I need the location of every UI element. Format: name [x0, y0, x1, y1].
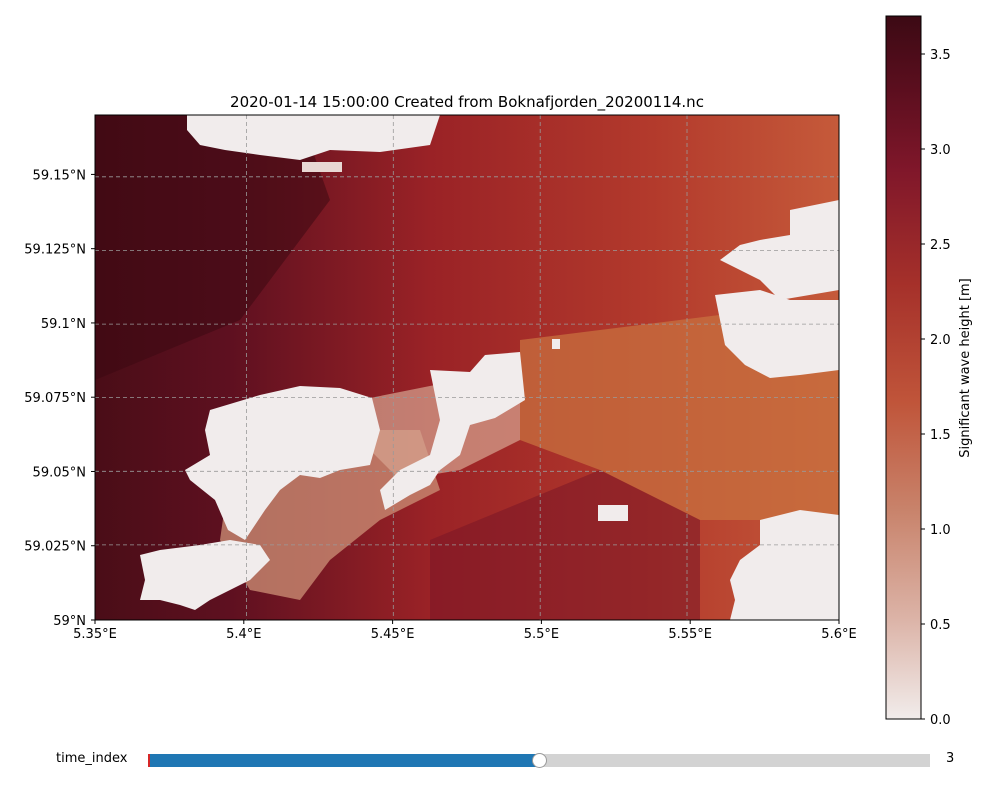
- y-tick-label: 59.025°N: [24, 540, 86, 555]
- colorbar-label: Significant wave height [m]: [958, 278, 973, 458]
- x-tick-label: 5.55°E: [668, 627, 712, 642]
- slider-value: 3: [946, 751, 955, 766]
- slider-label: time_index: [56, 751, 128, 766]
- colorbar-tick-label: 3.5: [930, 48, 951, 63]
- colorbar-ticks: 0.0 0.5 1.0 1.5 2.0 2.5 3.0 3.5: [921, 48, 951, 728]
- slider-initial-marker: [148, 754, 150, 767]
- colorbar-tick-label: 0.0: [930, 713, 951, 728]
- colorbar-tick-label: 2.5: [930, 238, 951, 253]
- x-tick-label: 5.4°E: [226, 627, 261, 642]
- slider-fill: [148, 754, 539, 767]
- slider-handle[interactable]: [532, 753, 547, 768]
- x-tick-label: 5.45°E: [371, 627, 415, 642]
- y-tick-label: 59.1°N: [41, 317, 86, 332]
- x-axis: 5.35°E 5.4°E 5.45°E 5.5°E 5.55°E 5.6°E: [73, 620, 857, 642]
- colorbar-tick-label: 1.0: [930, 523, 951, 538]
- y-axis: 59°N 59.025°N 59.05°N 59.075°N 59.1°N 59.125°…: [24, 168, 95, 629]
- x-tick-label: 5.35°E: [73, 627, 117, 642]
- y-tick-label: 59.125°N: [24, 243, 86, 258]
- y-tick-label: 59.075°N: [24, 391, 86, 406]
- y-tick-label: 59.05°N: [33, 465, 86, 480]
- x-tick-label: 5.5°E: [524, 627, 559, 642]
- x-tick-label: 5.6°E: [821, 627, 856, 642]
- colorbar-tick-label: 2.0: [930, 333, 951, 348]
- plot-frame: [94, 114, 840, 621]
- colorbar-tick-label: 0.5: [930, 618, 951, 633]
- gridlines: [95, 115, 839, 620]
- y-tick-label: 59°N: [53, 614, 86, 629]
- chart-title: 2020-01-14 15:00:00 Created from Boknafj…: [230, 93, 704, 112]
- colorbar: [885, 15, 922, 720]
- colorbar-tick-label: 3.0: [930, 143, 951, 158]
- time-index-slider[interactable]: [148, 753, 930, 768]
- colorbar-tick-label: 1.5: [930, 428, 951, 443]
- land-masses: [140, 115, 839, 620]
- y-tick-label: 59.15°N: [33, 168, 86, 183]
